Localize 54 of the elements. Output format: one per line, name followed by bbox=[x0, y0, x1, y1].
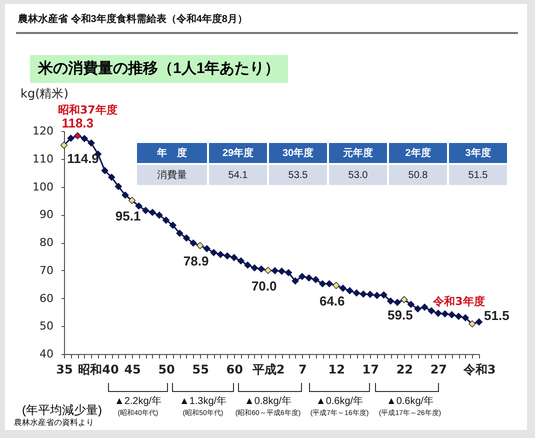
data-label: 70.0 bbox=[251, 278, 277, 294]
x-tick-label: 45 bbox=[124, 362, 141, 376]
data-label: 95.1 bbox=[115, 208, 141, 224]
chart-subtitle: 農林水産省 令和3年度食料需給表（令和4年度8月） bbox=[18, 12, 248, 26]
text: 50.8 bbox=[408, 170, 428, 180]
text: 農林水産省の資料より bbox=[14, 417, 94, 428]
x-tick-label: 27 bbox=[430, 362, 448, 376]
y-tick-label: 60 bbox=[40, 292, 54, 305]
x-tick-label: 12 bbox=[328, 362, 345, 376]
x-tick-label: 22 bbox=[396, 362, 414, 376]
data-label: 78.9 bbox=[183, 254, 209, 269]
text: (年平均減少量) bbox=[22, 402, 102, 418]
text: 51.5 bbox=[468, 170, 488, 180]
text: 年 度 bbox=[137, 143, 207, 163]
data-label: 59.5 bbox=[388, 308, 413, 323]
data-label: 51.5 bbox=[484, 308, 510, 323]
text: 53.0 bbox=[348, 170, 368, 180]
y-axis-title: kg(精米) bbox=[20, 86, 68, 100]
y-tick-label: 40 bbox=[40, 348, 54, 360]
x-tick-label: 平成2 bbox=[251, 362, 285, 376]
category-label: 30年度 bbox=[269, 143, 327, 163]
data-label: 114.9 bbox=[67, 151, 99, 166]
x-tick-label: 50 bbox=[158, 362, 175, 376]
y-tick-label: 120 bbox=[32, 124, 54, 138]
text: ▲2.2kg/年 bbox=[114, 395, 162, 408]
x-tick-label: 7 bbox=[298, 362, 307, 376]
annotation: 令和3年度 bbox=[432, 294, 485, 308]
y-tick-label: 50 bbox=[40, 320, 54, 333]
y-tick-label: 70 bbox=[40, 264, 54, 277]
text: ▲0.8kg/年 bbox=[244, 395, 292, 408]
category-label: 3年度 bbox=[449, 143, 507, 163]
y-tick-label: 80 bbox=[40, 236, 54, 249]
x-tick-label: 60 bbox=[226, 362, 243, 376]
x-tick-label: 昭和40 bbox=[78, 362, 119, 376]
category-label: 2年度 bbox=[389, 143, 447, 163]
text: 53.5 bbox=[288, 170, 308, 180]
category-label: 元年度 bbox=[329, 143, 387, 163]
x-tick-label: 35 bbox=[56, 362, 73, 376]
text: 54.1 bbox=[228, 170, 248, 180]
text: ▲0.6kg/年 bbox=[386, 395, 434, 408]
text: ▲1.3kg/年 bbox=[179, 395, 227, 408]
data-label: 118.3 bbox=[62, 116, 94, 131]
x-tick-label: 55 bbox=[192, 362, 209, 376]
text: ▲0.6kg/年 bbox=[316, 395, 364, 408]
y-tick-label: 90 bbox=[40, 208, 54, 222]
x-tick-label: 令和3 bbox=[462, 362, 496, 376]
category-label: 29年度 bbox=[209, 143, 267, 163]
data-label: 64.6 bbox=[319, 293, 345, 308]
category-label: 消費量 bbox=[157, 170, 187, 181]
annotation: 昭和37年度 bbox=[58, 104, 118, 117]
chart-title: 米の消費量の推移（1人1年あたり） bbox=[30, 55, 288, 83]
y-tick-label: 100 bbox=[32, 180, 54, 194]
y-tick-label: 110 bbox=[32, 152, 54, 166]
x-tick-label: 17 bbox=[362, 362, 379, 376]
